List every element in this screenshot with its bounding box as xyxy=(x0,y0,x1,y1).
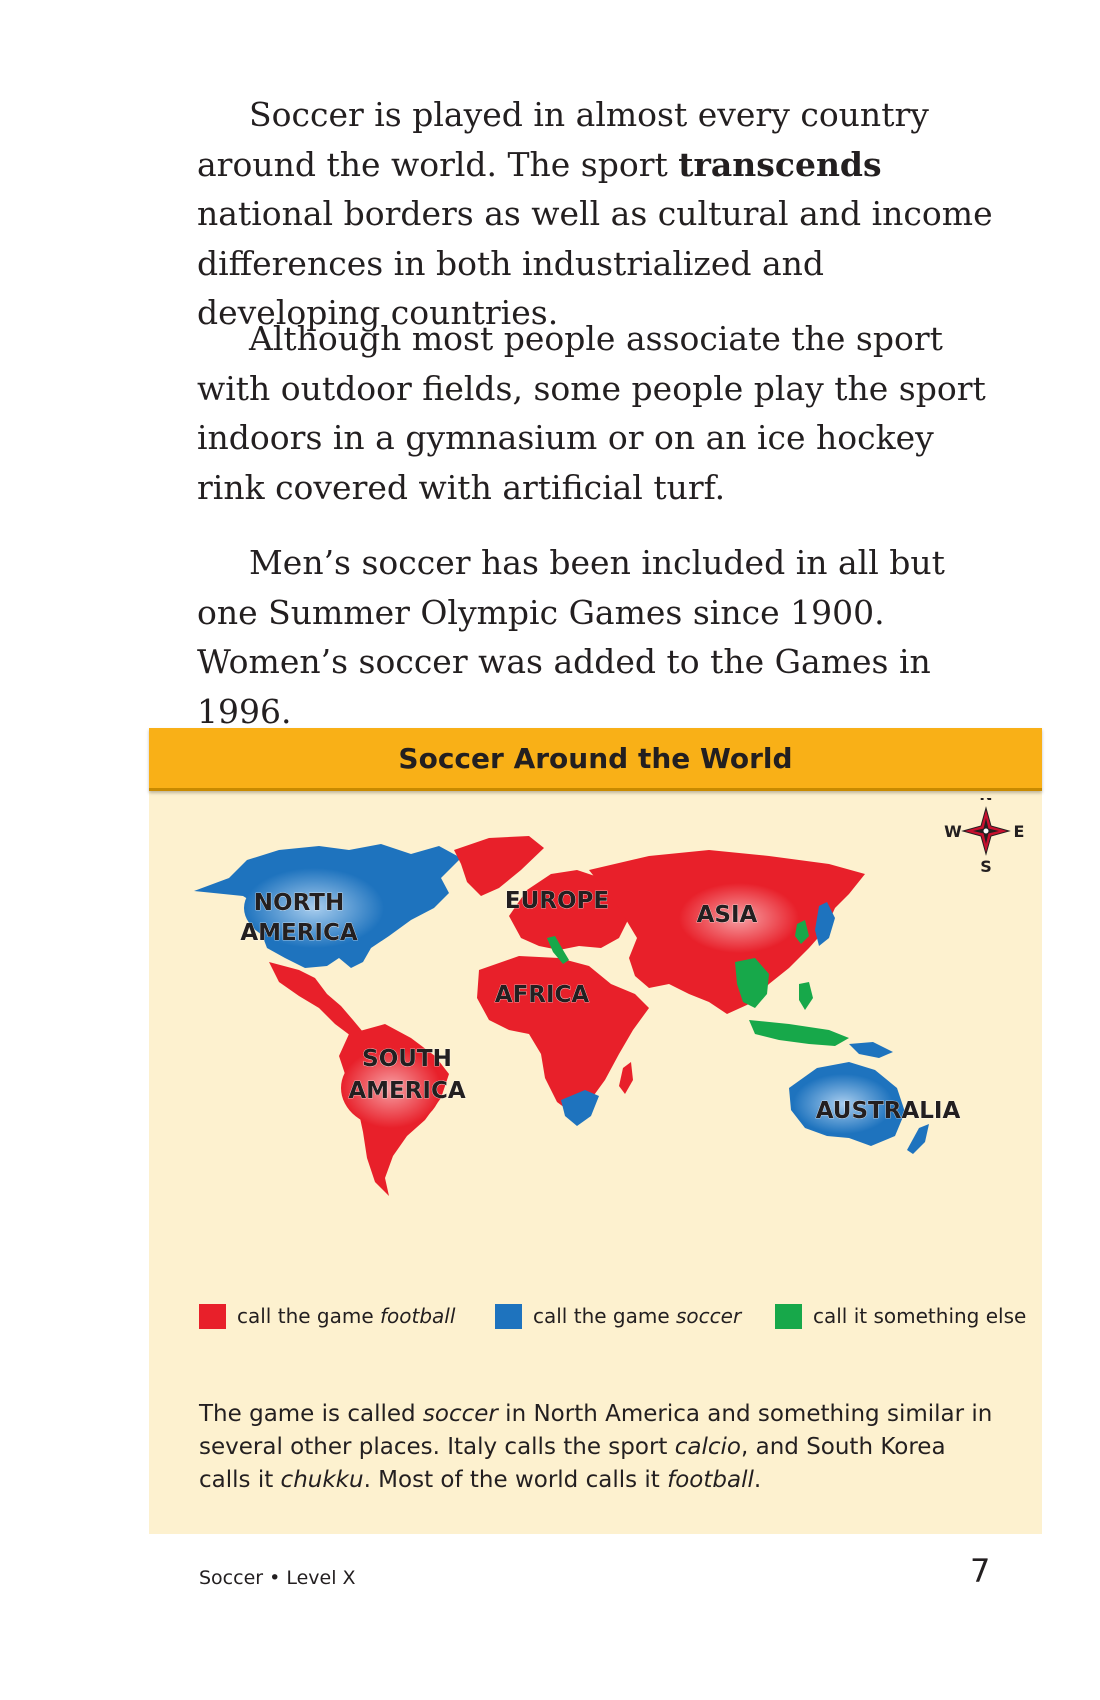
label-asia: ASIA xyxy=(697,902,758,928)
new-zealand-shape xyxy=(907,1124,929,1154)
italy-shape xyxy=(547,936,569,964)
legend-football: call the game football xyxy=(199,1301,455,1331)
compass-rose: N S E W xyxy=(944,798,1024,876)
greenland-shape xyxy=(454,836,544,896)
legend-something-else: call it something else xyxy=(775,1301,1026,1331)
label-europe: EUROPE xyxy=(505,888,609,914)
compass-n: N xyxy=(979,798,992,804)
caption-part: . xyxy=(753,1467,762,1493)
compass-e: E xyxy=(1014,822,1025,841)
world-map: NORTH AMERICA EUROPE ASIA AFRICA SOUTH A… xyxy=(194,798,1024,1196)
paragraph-indoor-soccer: Although most people associate the sport… xyxy=(197,314,997,512)
label-south-america-line1: SOUTH xyxy=(362,1046,452,1072)
p2-text: Although most people associate the sport… xyxy=(197,319,986,507)
caption-term-chukku: chukku xyxy=(280,1467,364,1493)
new-guinea-shape xyxy=(849,1042,893,1058)
southeast-asia-shape xyxy=(735,958,769,1008)
central-america-shape xyxy=(269,962,363,1036)
australia-glow xyxy=(793,1074,893,1134)
page-number: 7 xyxy=(970,1552,991,1590)
legend-swatch-else xyxy=(775,1303,802,1329)
asia-glow xyxy=(679,883,799,953)
korea-shape xyxy=(795,920,809,944)
map-caption: The game is called soccer in North Ameri… xyxy=(199,1398,999,1497)
caption-term-calcio: calcio xyxy=(674,1434,741,1460)
caption-term-soccer: soccer xyxy=(422,1401,498,1427)
p1-text-end: national borders as well as cultural and… xyxy=(197,194,993,332)
north-america-glow xyxy=(244,868,384,948)
philippines-shape xyxy=(799,982,813,1010)
footer-book-title: Soccer • Level X xyxy=(199,1567,356,1589)
japan-shape xyxy=(815,902,835,946)
legend-swatch-football xyxy=(199,1303,226,1329)
label-africa: AFRICA xyxy=(495,982,590,1008)
legend-else-text: call it something else xyxy=(813,1304,1027,1328)
p3-text: Men’s soccer has been included in all bu… xyxy=(197,543,945,731)
compass-w: W xyxy=(944,822,962,841)
paragraph-olympic-soccer: Men’s soccer has been included in all bu… xyxy=(197,538,997,736)
caption-part: , and South Korea calls it xyxy=(199,1434,946,1493)
legend-soccer-term: soccer xyxy=(676,1304,742,1328)
legend-swatch-soccer xyxy=(495,1303,522,1329)
south-america-glow xyxy=(341,1048,441,1128)
map-figure: Soccer Around the World xyxy=(149,728,1042,1534)
indonesia-shape xyxy=(749,1020,849,1046)
map-title: Soccer Around the World xyxy=(398,742,793,775)
europe-shape xyxy=(509,870,629,950)
legend-football-prefix: call the game xyxy=(237,1304,380,1328)
caption-part: . Most of the world calls it xyxy=(363,1467,668,1493)
p1-bold-word: transcends xyxy=(678,144,882,184)
label-north-america-line1: NORTH xyxy=(254,890,344,916)
caption-part: The game is called xyxy=(199,1401,423,1427)
p1-text-start: Soccer is played in almost every country… xyxy=(197,95,929,184)
label-south-america-line2: AMERICA xyxy=(348,1078,466,1104)
compass-s: S xyxy=(980,857,992,876)
paragraph-soccer-worldwide: Soccer is played in almost every country… xyxy=(197,90,997,338)
madagascar-shape xyxy=(619,1062,633,1094)
legend-soccer-prefix: call the game xyxy=(533,1304,676,1328)
southern-africa-shape xyxy=(561,1090,599,1126)
label-north-america-line2: AMERICA xyxy=(240,920,358,946)
map-header: Soccer Around the World xyxy=(149,728,1042,791)
legend-football-term: football xyxy=(380,1304,456,1328)
africa-shape xyxy=(477,956,649,1114)
caption-term-football: football xyxy=(667,1467,754,1493)
caption-part: in North America and something similar i… xyxy=(199,1401,993,1460)
label-australia: AUSTRALIA xyxy=(816,1098,961,1124)
legend-soccer: call the game soccer xyxy=(495,1301,741,1331)
